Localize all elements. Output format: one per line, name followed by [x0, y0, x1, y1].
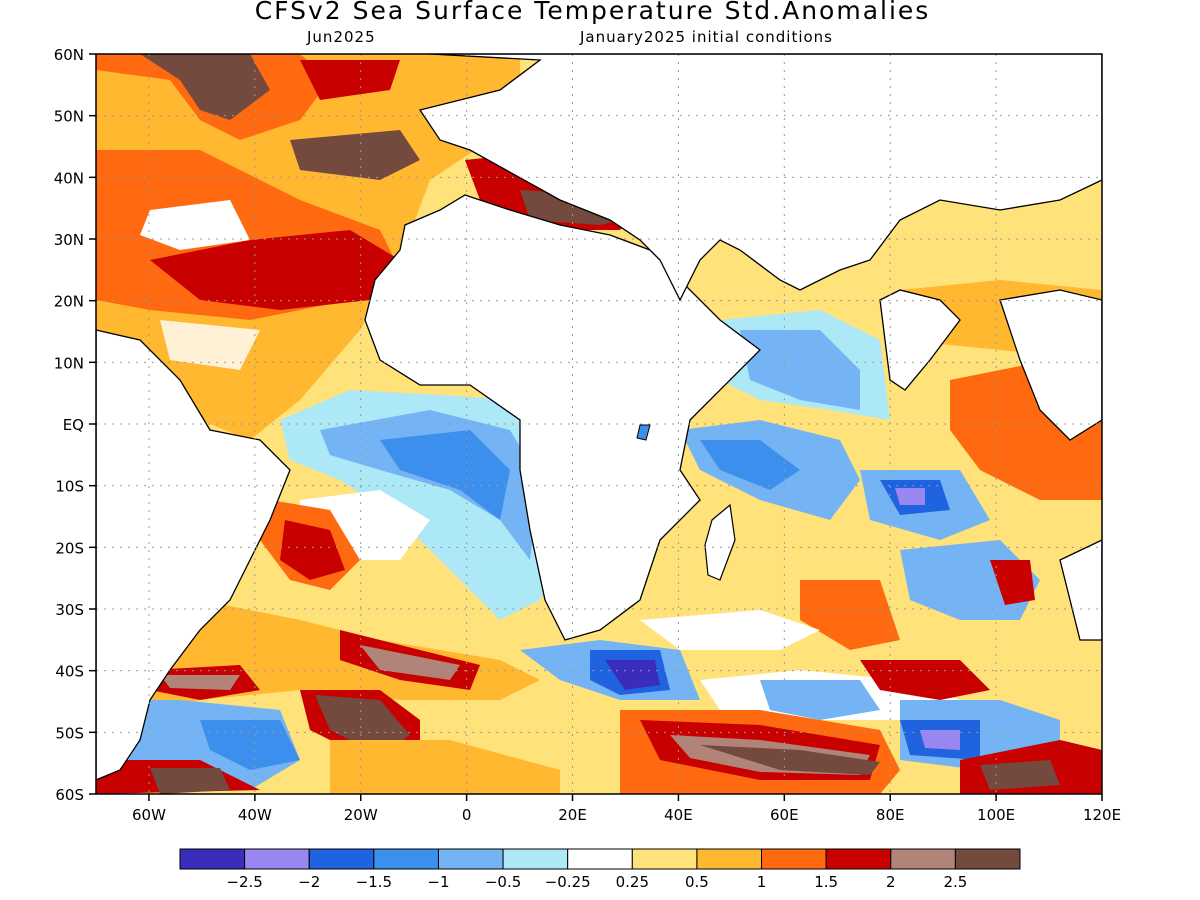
- colorbar-swatch: [696, 848, 763, 870]
- map-title: CFSv2 Sea Surface Temperature Std.Anomal…: [254, 0, 931, 25]
- colorbar-swatch: [437, 848, 504, 870]
- lat-tick-label: 50S: [55, 724, 84, 742]
- colorbar-label: 2: [886, 873, 896, 891]
- colorbar-swatch: [890, 848, 956, 870]
- colorbar-label: 0.25: [616, 873, 649, 891]
- lat-tick-label: 10N: [54, 354, 84, 372]
- lon-tick-label: 20W: [344, 806, 378, 824]
- colorbar-swatch: [373, 848, 439, 870]
- colorbar: −2.5 −2 −1.5 −1 −0.5 −0.25 0.25 0.5 1 1.5 2 2.5: [179, 848, 1021, 891]
- lat-tick-label: EQ: [63, 416, 84, 434]
- lon-tick-label: 120E: [1083, 806, 1121, 824]
- lat-tick-label: 60N: [54, 46, 84, 64]
- colorbar-label: 1: [757, 873, 767, 891]
- colorbar-swatch: [954, 848, 1021, 870]
- colorbar-swatch: [179, 848, 246, 870]
- lat-tick-label: 60S: [55, 786, 84, 804]
- colorbar-label: −0.25: [545, 873, 591, 891]
- colorbar-label: −2.5: [226, 873, 262, 891]
- lat-tick-label: 10S: [55, 478, 84, 496]
- colorbar-swatch: [631, 848, 698, 870]
- lat-tick-label: 40S: [55, 663, 84, 681]
- lon-tick-label: 100E: [977, 806, 1015, 824]
- lat-tick-label: 30N: [54, 231, 84, 249]
- colorbar-swatch: [308, 848, 375, 870]
- colorbar-swatch: [502, 848, 569, 870]
- forecast-month: Jun2025: [307, 28, 376, 46]
- colorbar-swatch: [825, 848, 892, 870]
- colorbar-swatch: [244, 848, 310, 870]
- lat-tick-label: 20S: [55, 539, 84, 557]
- colorbar-label: 2.5: [943, 873, 967, 891]
- lon-tick-label: 60W: [132, 806, 166, 824]
- lon-tick-label: 60E: [770, 806, 799, 824]
- colorbar-label: −1: [427, 873, 449, 891]
- lon-tick-label: 40W: [238, 806, 272, 824]
- colorbar-label: −1.5: [356, 873, 392, 891]
- latitude-axis: 60N 50N 40N 30N 20N 10N EQ 10S 20S 30S 40S 50S 60S: [54, 46, 96, 804]
- colorbar-label: −2: [298, 873, 320, 891]
- lon-tick-label: 20E: [558, 806, 587, 824]
- lat-tick-label: 50N: [54, 108, 84, 126]
- colorbar-label: 0.5: [685, 873, 709, 891]
- lon-tick-label: 80E: [876, 806, 905, 824]
- colorbar-swatch: [761, 848, 827, 870]
- lat-tick-label: 40N: [54, 169, 84, 187]
- colorbar-label: 1.5: [814, 873, 838, 891]
- lat-tick-label: 20N: [54, 293, 84, 311]
- colorbar-label: −0.5: [485, 873, 521, 891]
- lon-tick-label: 40E: [664, 806, 693, 824]
- lat-tick-label: 30S: [55, 601, 84, 619]
- longitude-axis: 60W 40W 20W 0 20E 40E 60E 80E 100E 120E: [132, 794, 1121, 824]
- grid-lines: [96, 54, 1102, 794]
- initial-conditions: January2025 initial conditions: [580, 28, 833, 46]
- anomaly-field: [96, 54, 1102, 794]
- lon-tick-label: 0: [462, 806, 472, 824]
- colorbar-swatch: [567, 848, 633, 870]
